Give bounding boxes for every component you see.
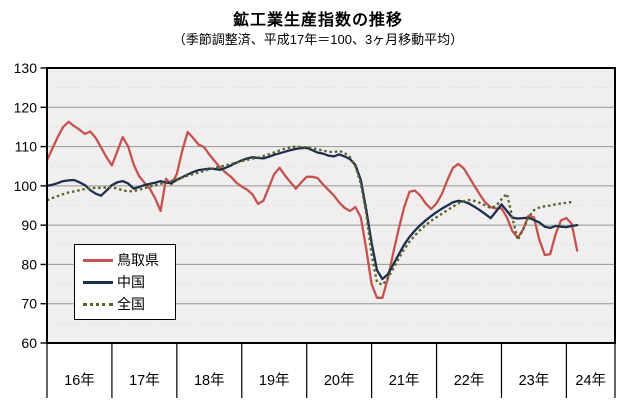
chart-subtitle: （季節調整済、平成17年＝100、3ヶ月移動平均）	[172, 32, 464, 47]
legend-item-chugoku: 中国	[83, 271, 175, 293]
chugoku-line-sample-icon	[83, 280, 113, 284]
x-axis-year-label: 18年	[194, 372, 225, 389]
series-line-zenkoku	[46, 145, 572, 287]
x-axis-year-label: 19年	[259, 372, 290, 389]
x-axis-year-label: 24年	[575, 372, 606, 389]
zenkoku-line-sample-icon	[83, 302, 113, 306]
y-axis-label: 130	[14, 60, 38, 76]
y-axis-label: 80	[21, 256, 37, 272]
y-axis-label: 90	[21, 217, 37, 233]
x-axis-year-label: 20年	[324, 372, 355, 389]
y-axis-label: 100	[14, 178, 38, 194]
series-line-tottori	[45, 120, 579, 299]
chart-title: 鉱工業生産指数の推移	[232, 12, 403, 29]
legend-label-zenkoku: 全国	[117, 296, 145, 312]
series-line-chugoku	[45, 146, 579, 281]
x-axis-year-label: 17年	[129, 372, 160, 389]
legend-box: 鳥取県 中国 全国	[74, 244, 176, 320]
legend-label-tottori: 鳥取県	[117, 252, 159, 268]
y-axis-label: 110	[15, 139, 38, 155]
legend-label-chugoku: 中国	[117, 274, 145, 290]
x-axis-year-label: 21年	[389, 372, 420, 389]
x-axis-year-label: 16年	[64, 372, 95, 389]
tottori-line-sample-icon	[83, 258, 113, 262]
legend-item-zenkoku: 全国	[83, 293, 175, 315]
y-axis-label: 120	[14, 99, 38, 115]
y-axis-label: 70	[21, 296, 37, 312]
x-axis-year-label: 23年	[519, 372, 550, 389]
y-axis-label: 60	[21, 335, 37, 351]
plot-border	[46, 67, 616, 344]
legend-item-tottori: 鳥取県	[83, 249, 175, 271]
x-axis-year-label: 22年	[454, 372, 485, 389]
